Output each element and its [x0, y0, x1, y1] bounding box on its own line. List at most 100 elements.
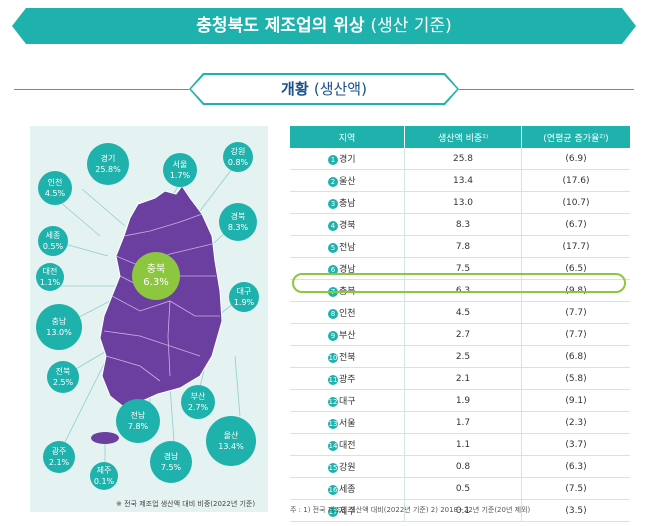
- growth-cell: (7.5): [521, 477, 630, 500]
- region-cell: 3 충남: [290, 191, 405, 214]
- rank-badge: 2: [328, 177, 338, 187]
- growth-cell: (9.8): [521, 279, 630, 302]
- region-cell: 12 대구: [290, 389, 405, 412]
- region-cell: 9 부산: [290, 323, 405, 346]
- rank-badge: 15: [328, 463, 338, 473]
- growth-cell: (6.8): [521, 345, 630, 368]
- bubble-daejeon: 대전 1.1%: [36, 263, 64, 291]
- region-name: 충남: [339, 199, 356, 209]
- table-row: 10 전북 2.5 (6.8): [290, 345, 630, 368]
- region-cell: 13 서울: [290, 411, 405, 434]
- growth-cell: (7.7): [521, 301, 630, 324]
- growth-cell: (7.7): [521, 323, 630, 346]
- growth-cell: (3.5): [521, 499, 630, 522]
- region-cell: 14 대전: [290, 433, 405, 456]
- share-cell: 25.8: [404, 148, 522, 170]
- bubble-gwangju: 광주 2.1%: [43, 441, 75, 473]
- table-row: 9 부산 2.7 (7.7): [290, 323, 630, 346]
- table-row: 11 광주 2.1 (5.8): [290, 367, 630, 390]
- rank-badge: 4: [328, 221, 338, 231]
- region-name: 대전: [339, 441, 356, 451]
- growth-cell: (6.7): [521, 213, 630, 236]
- map-note: ※ 전국 제조업 생산액 대비 비중(2022년 기준): [116, 500, 256, 508]
- region-cell: 5 전남: [290, 235, 405, 258]
- region-cell: 11 광주: [290, 367, 405, 390]
- rank-badge: 9: [328, 331, 338, 341]
- table-row: 17 제주 0.1 (3.5): [290, 499, 630, 522]
- bubble-gangwon: 강원 0.8%: [223, 142, 253, 172]
- bubble-sejong: 세종 0.5%: [38, 226, 68, 256]
- region-cell: 16 세종: [290, 477, 405, 500]
- growth-cell: (3.7): [521, 433, 630, 456]
- bubble-jeonbuk: 전북 2.5%: [47, 361, 79, 393]
- growth-cell: (10.7): [521, 191, 630, 214]
- rank-badge: 5: [328, 243, 338, 253]
- region-name: 전북: [339, 353, 356, 363]
- rank-badge: 8: [328, 309, 338, 319]
- header-region: 지역: [290, 126, 405, 148]
- table-row: 5 전남 7.8 (17.7): [290, 235, 630, 258]
- bubble-chungbuk: 충북 6.3%: [132, 252, 180, 300]
- table-row: 16 세종 0.5 (7.5): [290, 477, 630, 500]
- region-cell: 1 경기: [290, 148, 405, 170]
- growth-cell: (17.6): [521, 169, 630, 192]
- rank-badge: 1: [328, 155, 338, 165]
- region-name: 경북: [339, 221, 356, 231]
- region-name: 전남: [339, 243, 356, 253]
- bubble-incheon: 인천 4.5%: [38, 171, 72, 205]
- rank-badge: 14: [328, 441, 338, 451]
- share-cell: 0.1: [404, 499, 522, 522]
- region-name: 광주: [339, 375, 356, 385]
- highlight-chungbuk-row: [292, 273, 626, 293]
- page-title: 충청북도 제조업의 위상 (생산 기준): [196, 16, 452, 36]
- table-row: 8 인천 4.5 (7.7): [290, 301, 630, 324]
- bubble-ulsan: 울산 13.4%: [206, 416, 256, 466]
- region-name: 강원: [339, 463, 356, 473]
- section-banner: 개황 (생산액): [189, 73, 459, 105]
- region-name: 세종: [339, 485, 356, 495]
- table-row: 1 경기 25.8 (6.9): [290, 148, 630, 170]
- section-title: 개황 (생산액): [281, 80, 367, 98]
- region-name: 경남: [339, 265, 356, 275]
- growth-cell: (5.8): [521, 367, 630, 390]
- share-cell: 8.3: [404, 213, 522, 236]
- share-cell: 2.7: [404, 323, 522, 346]
- table-row: 3 충남 13.0 (10.7): [290, 191, 630, 214]
- bubble-gyeonggi: 경기 25.8%: [87, 143, 129, 185]
- growth-cell: (6.9): [521, 148, 630, 170]
- bubble-daegu: 대구 1.9%: [229, 282, 259, 312]
- region-cell: 2 울산: [290, 169, 405, 192]
- share-cell: 1.1: [404, 433, 522, 456]
- region-cell: 8 인천: [290, 301, 405, 324]
- share-cell: 1.9: [404, 389, 522, 412]
- growth-cell: (17.7): [521, 235, 630, 258]
- share-cell: 2.1: [404, 367, 522, 390]
- share-cell: 6.3: [404, 279, 522, 302]
- region-cell: 15 강원: [290, 455, 405, 478]
- region-name: 서울: [339, 419, 356, 429]
- table-row: 13 서울 1.7 (2.3): [290, 411, 630, 434]
- table-row: 14 대전 1.1 (3.7): [290, 433, 630, 456]
- region-name: 부산: [339, 331, 356, 341]
- region-name: 울산: [339, 177, 356, 187]
- region-cell: 10 전북: [290, 345, 405, 368]
- rank-badge: 13: [328, 419, 338, 429]
- header-growth: (연평균 증가율²⁾): [521, 126, 630, 148]
- share-cell: 2.5: [404, 345, 522, 368]
- bubble-busan: 부산 2.7%: [181, 385, 215, 419]
- region-name: 경기: [339, 155, 356, 165]
- bubble-chungnam: 충남 13.0%: [36, 304, 82, 350]
- bubble-seoul: 서울 1.7%: [163, 153, 197, 187]
- region-cell: 4 경북: [290, 213, 405, 236]
- rank-badge: 6: [328, 265, 338, 275]
- share-cell: 0.5: [404, 477, 522, 500]
- bubble-jeju: 제주 0.1%: [90, 462, 118, 490]
- share-cell: 13.4: [404, 169, 522, 192]
- rank-badge: 10: [328, 353, 338, 363]
- rank-badge: 16: [328, 485, 338, 495]
- region-name: 대구: [339, 397, 356, 407]
- bubble-jeonnam: 전남 7.8%: [116, 399, 160, 443]
- divider-right: [459, 89, 634, 90]
- table-row: 2 울산 13.4 (17.6): [290, 169, 630, 192]
- share-cell: 4.5: [404, 301, 522, 324]
